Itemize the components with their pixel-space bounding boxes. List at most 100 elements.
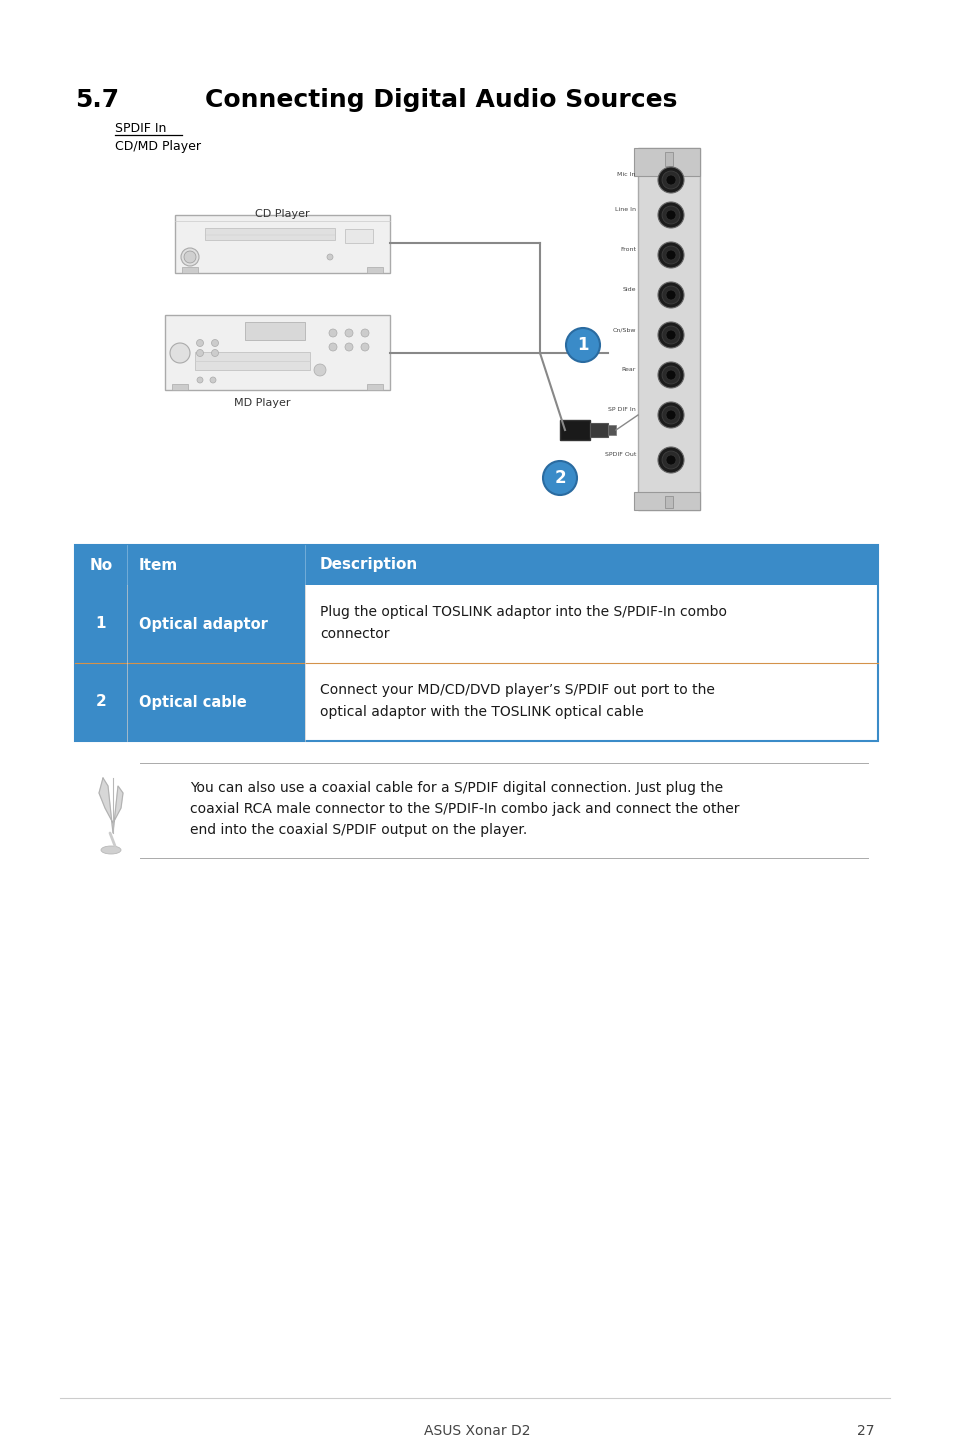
Text: 5.7: 5.7 [75, 88, 119, 112]
Bar [165, 315, 390, 390]
Circle shape [314, 364, 326, 375]
Bar [664, 496, 672, 508]
Circle shape [360, 329, 369, 336]
Circle shape [665, 250, 676, 260]
Bar [75, 545, 877, 741]
Circle shape [658, 447, 683, 473]
Bar [194, 352, 310, 370]
Circle shape [327, 255, 333, 260]
Circle shape [345, 329, 353, 336]
Text: No: No [90, 558, 112, 572]
Circle shape [661, 171, 679, 188]
Circle shape [658, 362, 683, 388]
Circle shape [661, 206, 679, 224]
Polygon shape [99, 778, 123, 833]
Bar [127, 585, 305, 663]
Bar [634, 492, 700, 510]
Text: coaxial RCA male connector to the S/PDIF-In combo jack and connect the other: coaxial RCA male connector to the S/PDIF… [190, 802, 739, 815]
Circle shape [329, 344, 336, 351]
Text: Item: Item [139, 558, 178, 572]
Text: SPDIF Out: SPDIF Out [604, 452, 636, 457]
Text: Optical cable: Optical cable [139, 695, 247, 709]
Circle shape [661, 406, 679, 424]
Bar [127, 663, 305, 741]
Circle shape [658, 242, 683, 267]
Bar [589, 423, 607, 437]
Text: SP DIF In: SP DIF In [608, 407, 636, 413]
Text: SPDIF In: SPDIF In [115, 122, 166, 135]
Circle shape [665, 410, 676, 420]
Text: end into the coaxial S/PDIF output on the player.: end into the coaxial S/PDIF output on th… [190, 823, 527, 837]
Text: CD/MD Player: CD/MD Player [115, 139, 201, 152]
Bar [638, 148, 700, 510]
Bar [75, 545, 877, 585]
Circle shape [360, 344, 369, 351]
Bar [172, 384, 188, 390]
Circle shape [665, 329, 676, 339]
Text: 1: 1 [577, 336, 588, 354]
Circle shape [661, 452, 679, 469]
Bar [345, 229, 373, 243]
Circle shape [661, 246, 679, 265]
Bar [182, 267, 198, 273]
Circle shape [170, 344, 190, 362]
Circle shape [196, 349, 203, 357]
Circle shape [196, 339, 203, 347]
Bar [75, 663, 127, 741]
Text: Cn/Sbw: Cn/Sbw [612, 326, 636, 332]
Circle shape [181, 247, 199, 266]
Circle shape [665, 370, 676, 380]
Text: 2: 2 [554, 469, 565, 487]
Circle shape [665, 175, 676, 186]
Text: MD Player: MD Player [233, 398, 290, 408]
Circle shape [658, 167, 683, 193]
Circle shape [661, 367, 679, 384]
Circle shape [329, 329, 336, 336]
Text: Optical adaptor: Optical adaptor [139, 617, 268, 631]
Bar [664, 152, 672, 165]
Text: Connect your MD/CD/DVD player’s S/PDIF out port to the: Connect your MD/CD/DVD player’s S/PDIF o… [319, 683, 714, 697]
Circle shape [565, 328, 599, 362]
Bar [245, 322, 305, 339]
Circle shape [345, 344, 353, 351]
Circle shape [665, 290, 676, 301]
Bar [75, 585, 127, 663]
Circle shape [210, 377, 215, 383]
Text: 2: 2 [95, 695, 107, 709]
Text: Plug the optical TOSLINK adaptor into the S/PDIF-In combo: Plug the optical TOSLINK adaptor into th… [319, 605, 726, 618]
Bar [634, 148, 700, 175]
Text: ASUS Xonar D2: ASUS Xonar D2 [423, 1424, 530, 1438]
Circle shape [658, 403, 683, 429]
Text: Connecting Digital Audio Sources: Connecting Digital Audio Sources [205, 88, 677, 112]
Text: 27: 27 [857, 1424, 874, 1438]
Circle shape [665, 454, 676, 464]
Circle shape [658, 322, 683, 348]
Bar [559, 420, 589, 440]
Text: connector: connector [319, 627, 389, 641]
Circle shape [184, 252, 195, 263]
Text: You can also use a coaxial cable for a S/PDIF digital connection. Just plug the: You can also use a coaxial cable for a S… [190, 781, 722, 795]
Circle shape [212, 339, 218, 347]
Text: optical adaptor with the TOSLINK optical cable: optical adaptor with the TOSLINK optical… [319, 705, 643, 719]
Bar [367, 384, 382, 390]
Text: Rear: Rear [621, 367, 636, 372]
Text: Mic In: Mic In [617, 173, 636, 177]
Text: Front: Front [619, 247, 636, 252]
Bar [607, 426, 616, 436]
Text: CD Player: CD Player [254, 209, 309, 219]
Bar [305, 585, 877, 663]
Circle shape [658, 201, 683, 229]
Circle shape [212, 349, 218, 357]
Text: Side: Side [622, 288, 636, 292]
Bar [305, 663, 877, 741]
Circle shape [661, 326, 679, 344]
Circle shape [665, 210, 676, 220]
Text: Line In: Line In [615, 207, 636, 211]
Circle shape [658, 282, 683, 308]
Circle shape [661, 286, 679, 303]
Bar [174, 216, 390, 273]
Text: 1: 1 [95, 617, 106, 631]
Bar [205, 229, 335, 240]
Text: Description: Description [319, 558, 417, 572]
Circle shape [196, 377, 203, 383]
